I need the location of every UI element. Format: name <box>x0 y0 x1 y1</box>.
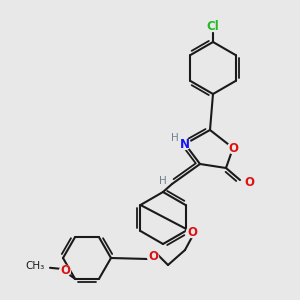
Circle shape <box>208 20 218 32</box>
Text: O: O <box>228 142 238 154</box>
Text: H: H <box>171 133 179 143</box>
Circle shape <box>179 139 191 149</box>
Text: N: N <box>180 137 190 151</box>
Text: O: O <box>60 264 70 277</box>
Circle shape <box>244 178 254 188</box>
Circle shape <box>159 177 167 185</box>
Text: Cl: Cl <box>207 20 219 32</box>
Text: H: H <box>159 176 167 186</box>
Circle shape <box>148 251 158 262</box>
Circle shape <box>187 226 197 238</box>
Text: O: O <box>187 226 197 238</box>
Text: O: O <box>244 176 254 190</box>
Circle shape <box>171 134 179 142</box>
Circle shape <box>59 265 70 276</box>
Text: O: O <box>148 250 158 263</box>
Circle shape <box>227 142 239 154</box>
Text: CH₃: CH₃ <box>26 261 45 271</box>
